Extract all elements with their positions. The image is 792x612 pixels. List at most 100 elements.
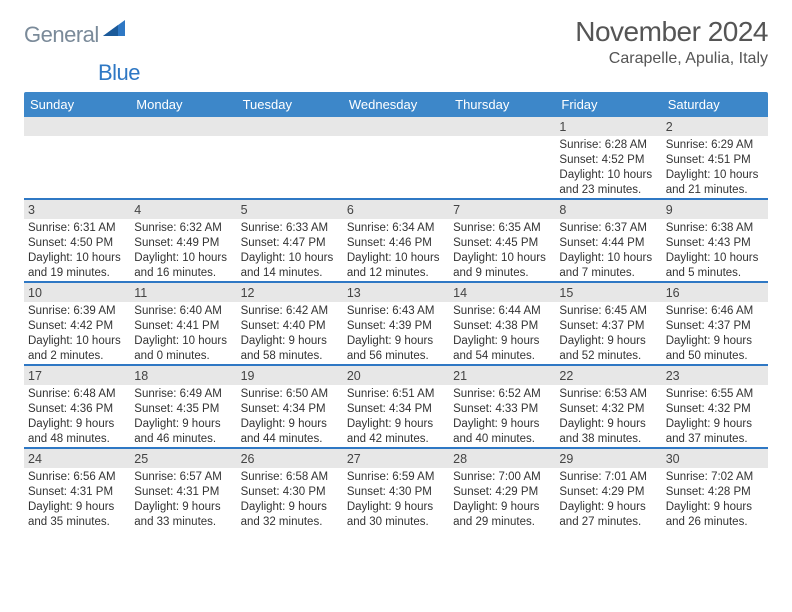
- sunset-text: Sunset: 4:37 PM: [559, 319, 657, 334]
- daylight-text: Daylight: 10 hours and 2 minutes.: [28, 334, 126, 364]
- calendar-cell: Sunrise: 6:56 AMSunset: 4:31 PMDaylight:…: [24, 468, 130, 530]
- calendar-cell: Sunrise: 6:32 AMSunset: 4:49 PMDaylight:…: [130, 219, 236, 281]
- sunrise-text: Sunrise: 6:29 AM: [666, 138, 764, 153]
- sunset-text: Sunset: 4:31 PM: [134, 485, 232, 500]
- sunrise-text: Sunrise: 6:31 AM: [28, 221, 126, 236]
- sunrise-text: Sunrise: 6:58 AM: [241, 470, 339, 485]
- sunrise-text: Sunrise: 6:38 AM: [666, 221, 764, 236]
- sunset-text: Sunset: 4:29 PM: [559, 485, 657, 500]
- calendar-cell: Sunrise: 6:59 AMSunset: 4:30 PMDaylight:…: [343, 468, 449, 530]
- sunrise-text: Sunrise: 7:02 AM: [666, 470, 764, 485]
- day-number: 9: [662, 198, 768, 219]
- sunset-text: Sunset: 4:40 PM: [241, 319, 339, 334]
- calendar-page: General November 2024 Carapelle, Apulia,…: [0, 0, 792, 540]
- daylight-text: Daylight: 9 hours and 37 minutes.: [666, 417, 764, 447]
- calendar-cell: Sunrise: 6:48 AMSunset: 4:36 PMDaylight:…: [24, 385, 130, 447]
- calendar-cell: Sunrise: 7:01 AMSunset: 4:29 PMDaylight:…: [555, 468, 661, 530]
- daylight-text: Daylight: 9 hours and 48 minutes.: [28, 417, 126, 447]
- day-number: 18: [130, 364, 236, 385]
- day-number: 16: [662, 281, 768, 302]
- day-number: 29: [555, 447, 661, 468]
- day-number: 12: [237, 281, 343, 302]
- daylight-text: Daylight: 10 hours and 14 minutes.: [241, 251, 339, 281]
- daylight-text: Daylight: 10 hours and 0 minutes.: [134, 334, 232, 364]
- day-number: 5: [237, 198, 343, 219]
- daylight-text: Daylight: 9 hours and 32 minutes.: [241, 500, 339, 530]
- sunset-text: Sunset: 4:47 PM: [241, 236, 339, 251]
- sunrise-text: Sunrise: 6:46 AM: [666, 304, 764, 319]
- calendar-cell: Sunrise: 6:28 AMSunset: 4:52 PMDaylight:…: [555, 136, 661, 198]
- calendar-cell: [449, 136, 555, 198]
- sunrise-text: Sunrise: 6:52 AM: [453, 387, 551, 402]
- daylight-text: Daylight: 9 hours and 30 minutes.: [347, 500, 445, 530]
- calendar-cell: Sunrise: 6:34 AMSunset: 4:46 PMDaylight:…: [343, 219, 449, 281]
- day-number: 2: [662, 117, 768, 136]
- logo-text-general: General: [24, 22, 99, 48]
- weekday-col: Saturday: [662, 92, 768, 117]
- sunset-text: Sunset: 4:51 PM: [666, 153, 764, 168]
- sunrise-text: Sunrise: 6:43 AM: [347, 304, 445, 319]
- day-number: 22: [555, 364, 661, 385]
- day-number: 17: [24, 364, 130, 385]
- daylight-text: Daylight: 10 hours and 19 minutes.: [28, 251, 126, 281]
- sunrise-text: Sunrise: 6:34 AM: [347, 221, 445, 236]
- daylight-text: Daylight: 10 hours and 12 minutes.: [347, 251, 445, 281]
- day-number: 7: [449, 198, 555, 219]
- daylight-text: Daylight: 10 hours and 9 minutes.: [453, 251, 551, 281]
- day-number: [343, 117, 449, 136]
- title-block: November 2024 Carapelle, Apulia, Italy: [575, 16, 768, 68]
- calendar-cell: [343, 136, 449, 198]
- sunrise-text: Sunrise: 6:44 AM: [453, 304, 551, 319]
- calendar-cell: [24, 136, 130, 198]
- day-number: 19: [237, 364, 343, 385]
- sunset-text: Sunset: 4:43 PM: [666, 236, 764, 251]
- daylight-text: Daylight: 9 hours and 40 minutes.: [453, 417, 551, 447]
- weekday-header: Sunday Monday Tuesday Wednesday Thursday…: [24, 92, 768, 117]
- sunrise-text: Sunrise: 6:32 AM: [134, 221, 232, 236]
- daylight-text: Daylight: 9 hours and 35 minutes.: [28, 500, 126, 530]
- sunset-text: Sunset: 4:46 PM: [347, 236, 445, 251]
- day-number: 11: [130, 281, 236, 302]
- daylight-text: Daylight: 9 hours and 44 minutes.: [241, 417, 339, 447]
- sunset-text: Sunset: 4:52 PM: [559, 153, 657, 168]
- sunset-text: Sunset: 4:33 PM: [453, 402, 551, 417]
- sunset-text: Sunset: 4:50 PM: [28, 236, 126, 251]
- daylight-text: Daylight: 9 hours and 26 minutes.: [666, 500, 764, 530]
- sunset-text: Sunset: 4:44 PM: [559, 236, 657, 251]
- day-number: 4: [130, 198, 236, 219]
- calendar-cell: [130, 136, 236, 198]
- daylight-text: Daylight: 10 hours and 16 minutes.: [134, 251, 232, 281]
- sunset-text: Sunset: 4:39 PM: [347, 319, 445, 334]
- daylight-text: Daylight: 10 hours and 5 minutes.: [666, 251, 764, 281]
- day-number: 20: [343, 364, 449, 385]
- sunrise-text: Sunrise: 6:48 AM: [28, 387, 126, 402]
- day-number: 21: [449, 364, 555, 385]
- daylight-text: Daylight: 9 hours and 46 minutes.: [134, 417, 232, 447]
- logo: General: [24, 16, 127, 48]
- sunset-text: Sunset: 4:37 PM: [666, 319, 764, 334]
- daylight-text: Daylight: 9 hours and 38 minutes.: [559, 417, 657, 447]
- calendar-cell: Sunrise: 6:57 AMSunset: 4:31 PMDaylight:…: [130, 468, 236, 530]
- calendar-table: Sunday Monday Tuesday Wednesday Thursday…: [24, 92, 768, 530]
- sunrise-text: Sunrise: 7:01 AM: [559, 470, 657, 485]
- weekday-col: Wednesday: [343, 92, 449, 117]
- sunset-text: Sunset: 4:42 PM: [28, 319, 126, 334]
- calendar-cell: Sunrise: 6:58 AMSunset: 4:30 PMDaylight:…: [237, 468, 343, 530]
- calendar-cell: Sunrise: 6:44 AMSunset: 4:38 PMDaylight:…: [449, 302, 555, 364]
- daylight-text: Daylight: 10 hours and 7 minutes.: [559, 251, 657, 281]
- day-number: [130, 117, 236, 136]
- daylight-text: Daylight: 9 hours and 54 minutes.: [453, 334, 551, 364]
- sunset-text: Sunset: 4:41 PM: [134, 319, 232, 334]
- weekday-col: Tuesday: [237, 92, 343, 117]
- sunset-text: Sunset: 4:35 PM: [134, 402, 232, 417]
- sunset-text: Sunset: 4:30 PM: [347, 485, 445, 500]
- calendar-cell: Sunrise: 6:35 AMSunset: 4:45 PMDaylight:…: [449, 219, 555, 281]
- calendar-cell: [237, 136, 343, 198]
- calendar-cell: Sunrise: 6:37 AMSunset: 4:44 PMDaylight:…: [555, 219, 661, 281]
- weekday-col: Thursday: [449, 92, 555, 117]
- weekday-col: Friday: [555, 92, 661, 117]
- calendar-cell: Sunrise: 7:02 AMSunset: 4:28 PMDaylight:…: [662, 468, 768, 530]
- day-number: 8: [555, 198, 661, 219]
- day-number: 25: [130, 447, 236, 468]
- calendar-cell: Sunrise: 6:45 AMSunset: 4:37 PMDaylight:…: [555, 302, 661, 364]
